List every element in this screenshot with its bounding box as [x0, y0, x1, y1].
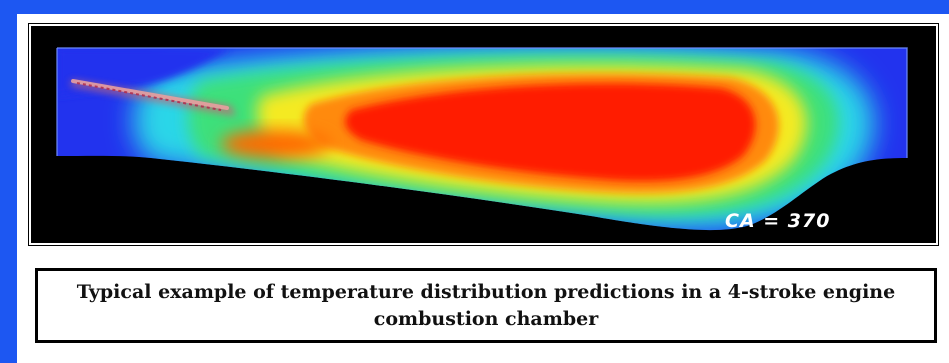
figure-caption: Typical example of temperature distribut… — [76, 280, 896, 330]
temperature-contour-plot — [56, 47, 908, 231]
crank-angle-label: CA = 370 — [725, 210, 831, 232]
caption-box: Typical example of temperature distribut… — [35, 268, 937, 343]
simulation-image: CA = 370 — [28, 23, 939, 246]
combustion-chamber — [57, 48, 907, 231]
